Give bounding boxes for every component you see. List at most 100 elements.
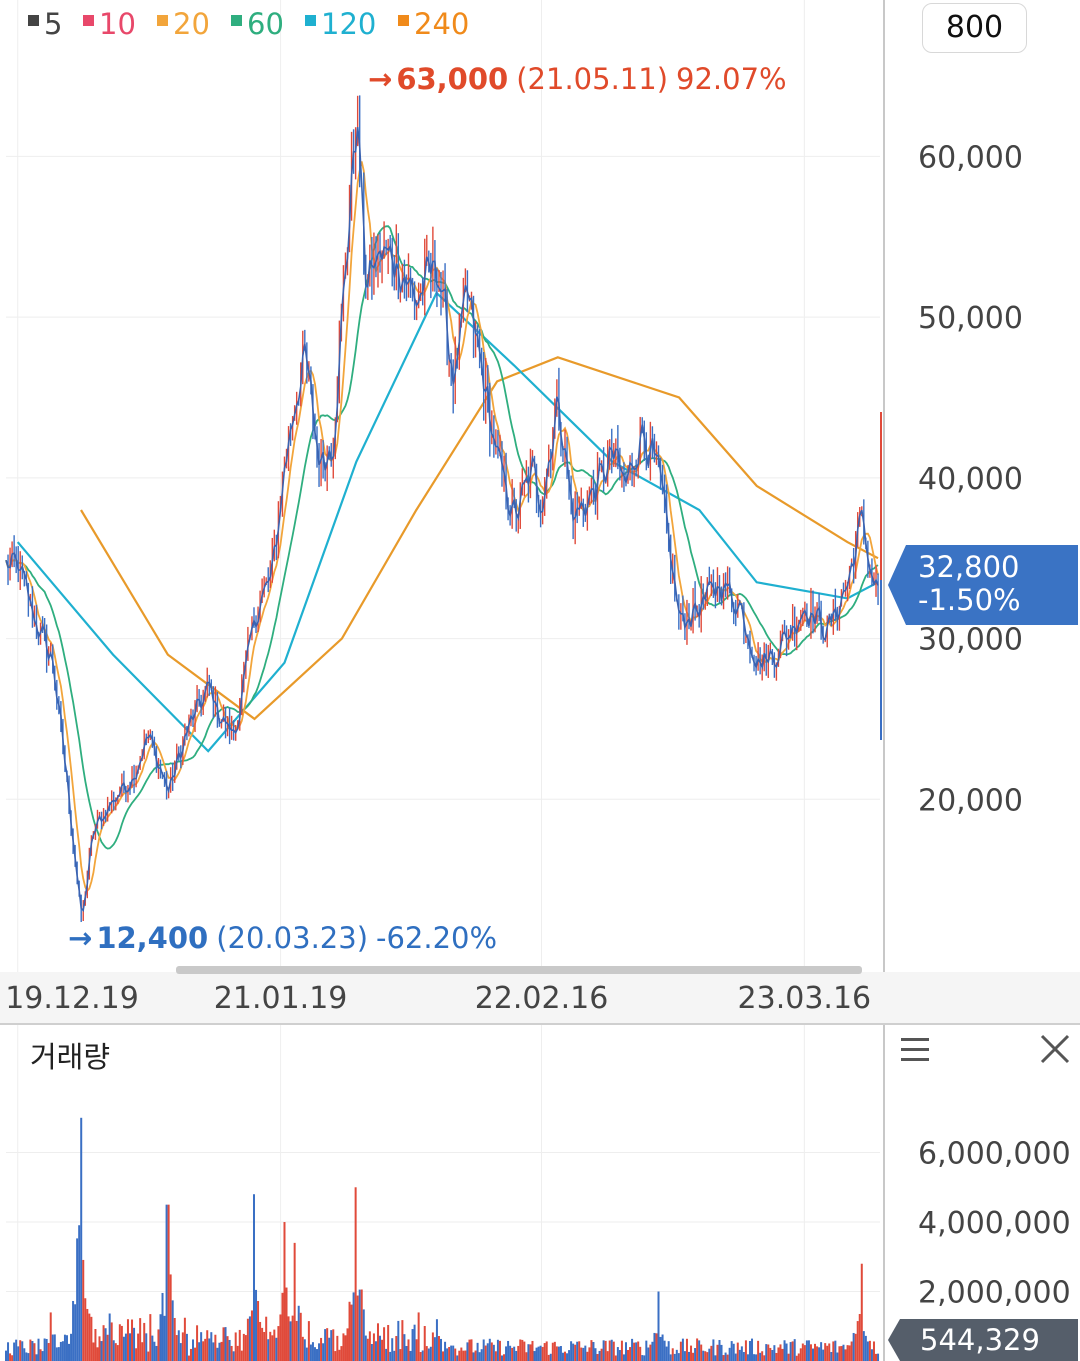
volume-bar <box>651 1341 654 1361</box>
volume-bar <box>431 1332 434 1361</box>
volume-bar <box>505 1346 508 1361</box>
volume-bar <box>124 1333 127 1361</box>
volume-bar <box>586 1351 589 1361</box>
legend-label[interactable]: 120 <box>321 7 376 41</box>
volume-bar <box>360 1289 363 1361</box>
volume-bar <box>222 1327 225 1361</box>
volume-bar <box>566 1353 569 1361</box>
volume-bar <box>354 1187 357 1361</box>
volume-bar <box>850 1341 853 1361</box>
volume-bar <box>250 1310 253 1361</box>
volume-bar <box>51 1334 54 1361</box>
interval-selector[interactable]: 800 <box>922 3 1027 53</box>
volume-bar <box>307 1321 310 1361</box>
volume-bar <box>340 1346 343 1361</box>
price-axis-tick: 50,000 <box>918 301 1023 336</box>
legend-label[interactable]: 10 <box>99 7 136 41</box>
volume-bar <box>297 1305 300 1361</box>
volume-bar <box>133 1327 136 1361</box>
volume-bar <box>192 1339 195 1361</box>
volume-bar <box>27 1353 30 1361</box>
volume-bar <box>153 1341 156 1361</box>
close-icon[interactable] <box>1038 1032 1072 1066</box>
legend-label[interactable]: 240 <box>414 7 469 41</box>
volume-bar <box>681 1338 684 1361</box>
timeline-scrollbar[interactable] <box>176 966 862 974</box>
volume-bar <box>202 1341 205 1361</box>
volume-bar <box>494 1351 497 1361</box>
current-price-value: 32,800 <box>918 550 1020 584</box>
volume-bar <box>120 1325 123 1361</box>
volume-bar <box>104 1328 107 1361</box>
volume-bar <box>94 1329 97 1361</box>
volume-bar <box>303 1339 306 1361</box>
volume-bar <box>92 1342 95 1361</box>
volume-bar <box>352 1292 355 1361</box>
volume-bar <box>492 1344 495 1361</box>
volume-bar <box>653 1332 656 1361</box>
volume-bar <box>765 1344 768 1361</box>
volume-bar <box>694 1348 697 1361</box>
volume-bar <box>114 1343 117 1361</box>
volume-bar <box>753 1354 756 1361</box>
legend-label[interactable]: 5 <box>44 7 62 41</box>
volume-bar <box>763 1355 766 1361</box>
volume-bar <box>368 1331 371 1361</box>
volume-bar <box>612 1341 615 1361</box>
volume-bar <box>259 1321 262 1361</box>
menu-icon[interactable] <box>898 1036 932 1064</box>
volume-bar <box>393 1350 396 1361</box>
volume-bar <box>472 1352 475 1361</box>
volume-bar <box>809 1344 812 1361</box>
volume-bar <box>629 1347 632 1361</box>
volume-bar <box>82 1259 85 1361</box>
volume-bar <box>553 1341 556 1361</box>
volume-bar <box>271 1335 274 1361</box>
volume-bar <box>356 1295 359 1361</box>
volume-bar <box>17 1346 20 1361</box>
volume-bar <box>65 1335 68 1361</box>
volume-bar <box>746 1354 749 1361</box>
volume-bar <box>342 1333 345 1361</box>
volume-bar <box>633 1342 636 1361</box>
volume-bar <box>70 1333 73 1361</box>
volume-bar <box>679 1341 682 1361</box>
volume-bar <box>574 1344 577 1361</box>
current-volume-tag: 544,329 <box>888 1319 1078 1361</box>
volume-bar <box>200 1332 203 1361</box>
volume-bar <box>273 1329 276 1361</box>
volume-bar <box>519 1339 522 1361</box>
volume-bar <box>803 1345 806 1361</box>
volume-bar <box>730 1341 733 1361</box>
volume-bar <box>643 1355 646 1361</box>
volume-bar <box>476 1342 479 1361</box>
volume-bar <box>19 1340 22 1361</box>
volume-bar <box>789 1342 792 1361</box>
volume-bar <box>751 1338 754 1361</box>
volume-bar <box>535 1347 538 1361</box>
volume-bar <box>877 1353 880 1361</box>
price-axis-tick: 40,000 <box>918 462 1023 497</box>
volume-bar <box>444 1341 447 1361</box>
volume-bar <box>860 1263 863 1361</box>
volume-bar <box>348 1301 351 1361</box>
volume-bar <box>649 1344 652 1361</box>
volume-bar <box>838 1346 841 1361</box>
volume-bar <box>43 1338 46 1361</box>
volume-bar <box>783 1340 786 1361</box>
volume-bar <box>283 1222 286 1361</box>
volume-bar <box>740 1346 743 1361</box>
volume-bar <box>437 1336 440 1361</box>
volume-bar <box>875 1353 878 1361</box>
candles <box>7 95 879 923</box>
volume-bar <box>68 1343 71 1361</box>
volume-bar <box>866 1341 869 1361</box>
volume-bar <box>287 1316 290 1361</box>
volume-bar <box>450 1345 453 1361</box>
volume-bar <box>698 1340 701 1361</box>
legend-label[interactable]: 20 <box>173 7 210 41</box>
legend-label[interactable]: 60 <box>247 7 284 41</box>
volume-bar <box>301 1336 304 1361</box>
